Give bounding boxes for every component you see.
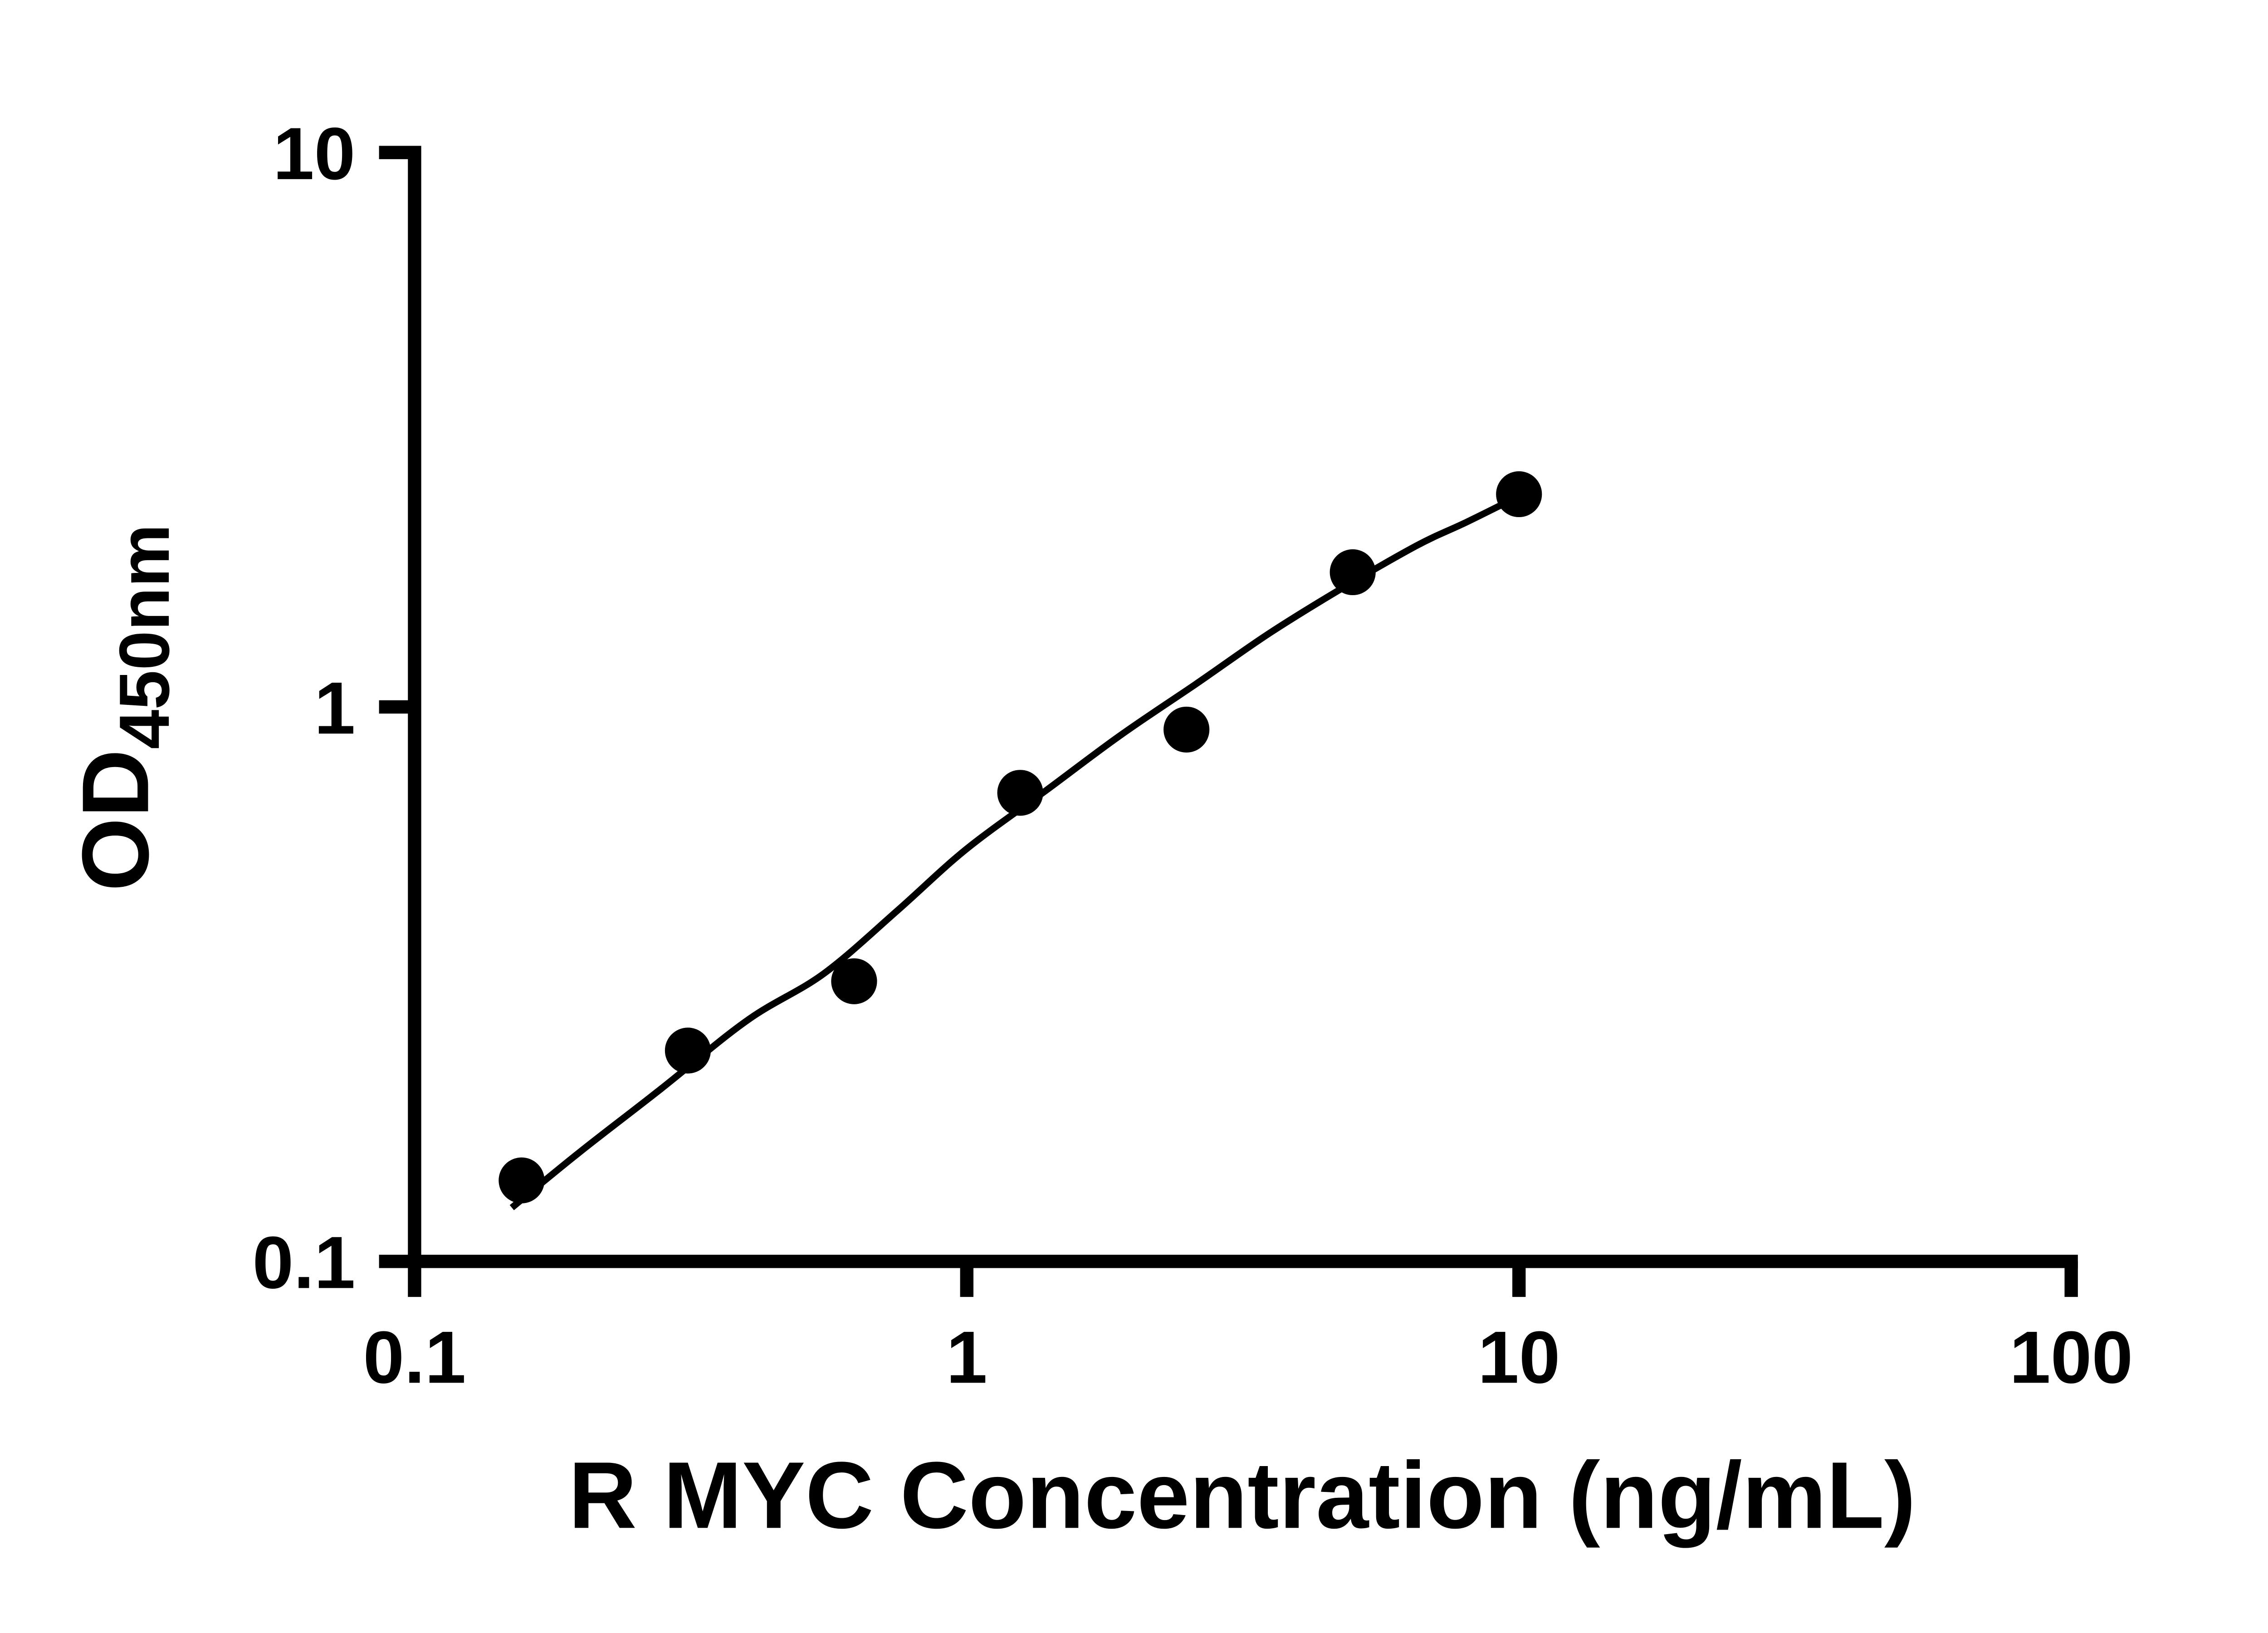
y-tick-label: 0.1: [253, 1221, 356, 1304]
x-tick-label: 0.1: [363, 1315, 466, 1398]
x-tick-label: 1: [946, 1315, 987, 1398]
x-tick-label: 10: [1478, 1315, 1560, 1398]
fit-curve: [509, 493, 1521, 1210]
data-point: [1496, 471, 1542, 518]
data-point: [499, 1157, 545, 1203]
data-point: [1163, 706, 1210, 753]
x-tick-label: 100: [2009, 1315, 2133, 1398]
y-tick-label: 1: [314, 666, 356, 749]
y-axis-title: OD450nm: [63, 524, 184, 891]
y-axis-title-main: OD: [63, 749, 168, 891]
plot-area: 0.1 1 10 0.1 1 10 100: [253, 112, 2133, 1398]
data-point: [665, 1027, 711, 1074]
data-point: [997, 770, 1043, 816]
axis-lines: [408, 146, 2078, 1268]
x-axis-title: R MYC Concentration (ng/mL): [568, 1442, 1916, 1548]
y-axis-title-sub: 450nm: [105, 524, 184, 749]
y-tick-label: 10: [273, 112, 356, 195]
data-point: [831, 958, 877, 1004]
data-point: [1330, 549, 1376, 596]
